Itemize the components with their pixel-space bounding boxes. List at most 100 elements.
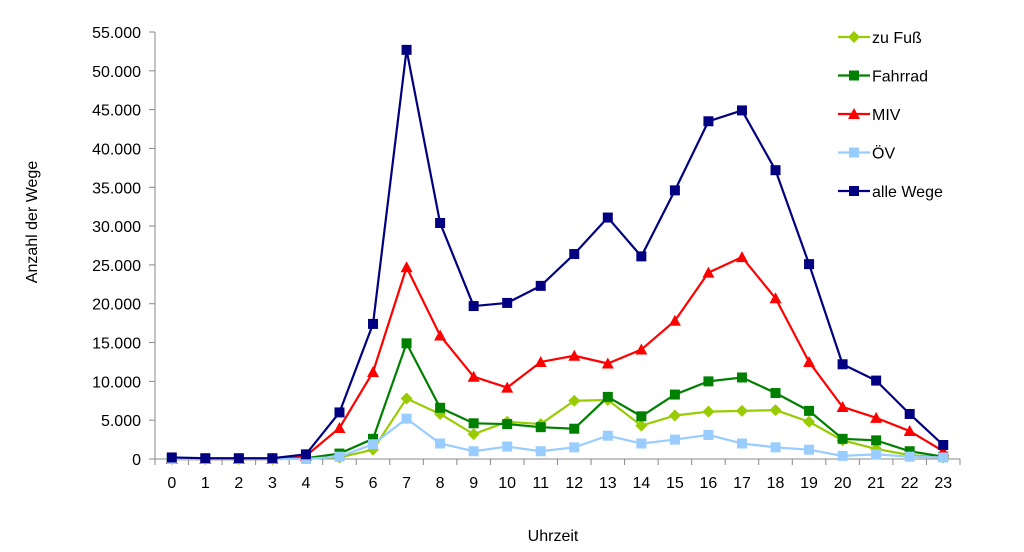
data-point [401, 338, 412, 349]
legend-label: MIV [872, 107, 901, 124]
y-tick-label: 20.000 [92, 297, 141, 314]
x-tick-label: 2 [234, 475, 243, 492]
data-point [602, 430, 613, 441]
data-point [735, 404, 748, 417]
data-point [803, 415, 816, 428]
data-point [703, 376, 714, 387]
y-tick-label: 35.000 [92, 180, 141, 197]
data-point [200, 453, 211, 464]
legend-label: ÖV [872, 145, 895, 163]
data-point [502, 441, 513, 452]
data-point [636, 438, 647, 449]
y-tick-label: 55.000 [92, 25, 141, 42]
data-point [635, 419, 648, 432]
y-tick-label: 0 [132, 452, 141, 469]
data-point [601, 357, 614, 369]
y-tick-label: 30.000 [92, 219, 141, 236]
series-line [171, 256, 944, 461]
x-tick-label: 7 [402, 475, 411, 492]
data-point [267, 453, 278, 464]
y-tick-label: 15.000 [92, 336, 141, 353]
data-point [468, 446, 479, 457]
legend-swatch-marker [849, 147, 859, 158]
x-ticks: 0 1 2 3 4 5 6 7 8 9 10 11 12 13 14 15 16 17 18 19 20 21 22 23 [154, 459, 961, 492]
legend-swatch-marker [849, 186, 859, 196]
x-tick-label: 1 [201, 475, 210, 492]
data-point [434, 329, 447, 341]
data-point [871, 375, 882, 386]
data-point [400, 392, 413, 405]
data-point [669, 389, 680, 400]
data-point [938, 440, 949, 451]
data-point [669, 434, 680, 445]
data-point [870, 411, 883, 423]
legend: zu Fuß Fahrrad MIV ÖV alle Wege [838, 30, 943, 201]
x-tick-label: 14 [632, 475, 650, 492]
x-tick-label: 16 [700, 475, 718, 492]
series-alle-wege [166, 44, 949, 464]
data-point [668, 409, 681, 422]
legend-swatch-marker [848, 108, 860, 119]
data-point [334, 451, 345, 462]
x-tick-label: 17 [733, 475, 751, 492]
legend-item: ÖV [838, 145, 895, 163]
data-point [736, 372, 747, 383]
data-point [770, 442, 781, 453]
data-point [501, 381, 514, 393]
data-point [769, 292, 782, 304]
data-point [534, 355, 547, 367]
legend-swatch-marker [848, 31, 860, 43]
data-point [871, 435, 882, 446]
x-tick-label: 15 [666, 475, 684, 492]
data-point [535, 446, 546, 457]
data-point [871, 449, 882, 460]
data-point [300, 449, 311, 460]
x-tick-label: 23 [934, 475, 952, 492]
data-point [468, 418, 479, 429]
data-point [233, 453, 244, 464]
x-tick-label: 4 [301, 475, 310, 492]
data-point [569, 423, 580, 434]
data-point [702, 266, 715, 278]
y-axis-title: Anzahl der Wege [24, 161, 41, 284]
data-point [635, 343, 648, 355]
series-fahrrad [166, 338, 949, 464]
x-tick-label: 8 [436, 475, 445, 492]
data-point [770, 388, 781, 399]
x-tick-label: 22 [901, 475, 919, 492]
data-point [400, 261, 413, 273]
data-point [736, 438, 747, 449]
data-point [435, 438, 446, 449]
data-point [837, 359, 848, 370]
data-point [668, 314, 681, 326]
y-tick-label: 45.000 [92, 103, 141, 120]
x-tick-label: 10 [498, 475, 516, 492]
y-tick-label: 40.000 [92, 141, 141, 158]
data-point [636, 411, 647, 422]
data-point [568, 349, 581, 361]
data-point [166, 452, 177, 463]
series-line [171, 342, 944, 461]
y-tick-label: 10.000 [92, 374, 141, 391]
legend-label: alle Wege [872, 184, 943, 201]
data-point [903, 425, 916, 437]
y-axis: 0 5.000 10.000 15.000 20.000 25.000 30.000 35.0… [92, 25, 156, 469]
data-point [803, 355, 816, 367]
x-tick-label: 3 [268, 475, 277, 492]
data-point [938, 452, 949, 463]
data-point [602, 212, 613, 223]
data-point [836, 400, 849, 412]
data-point [569, 442, 580, 453]
data-point [837, 450, 848, 461]
data-point [804, 259, 815, 270]
data-point [401, 413, 412, 424]
data-point [703, 429, 714, 440]
data-point [333, 421, 346, 433]
x-tick-label: 21 [867, 475, 885, 492]
data-point [401, 44, 412, 55]
data-point [736, 105, 747, 116]
data-point [334, 407, 345, 418]
y-tick-label: 5.000 [101, 413, 141, 430]
data-point [837, 433, 848, 444]
